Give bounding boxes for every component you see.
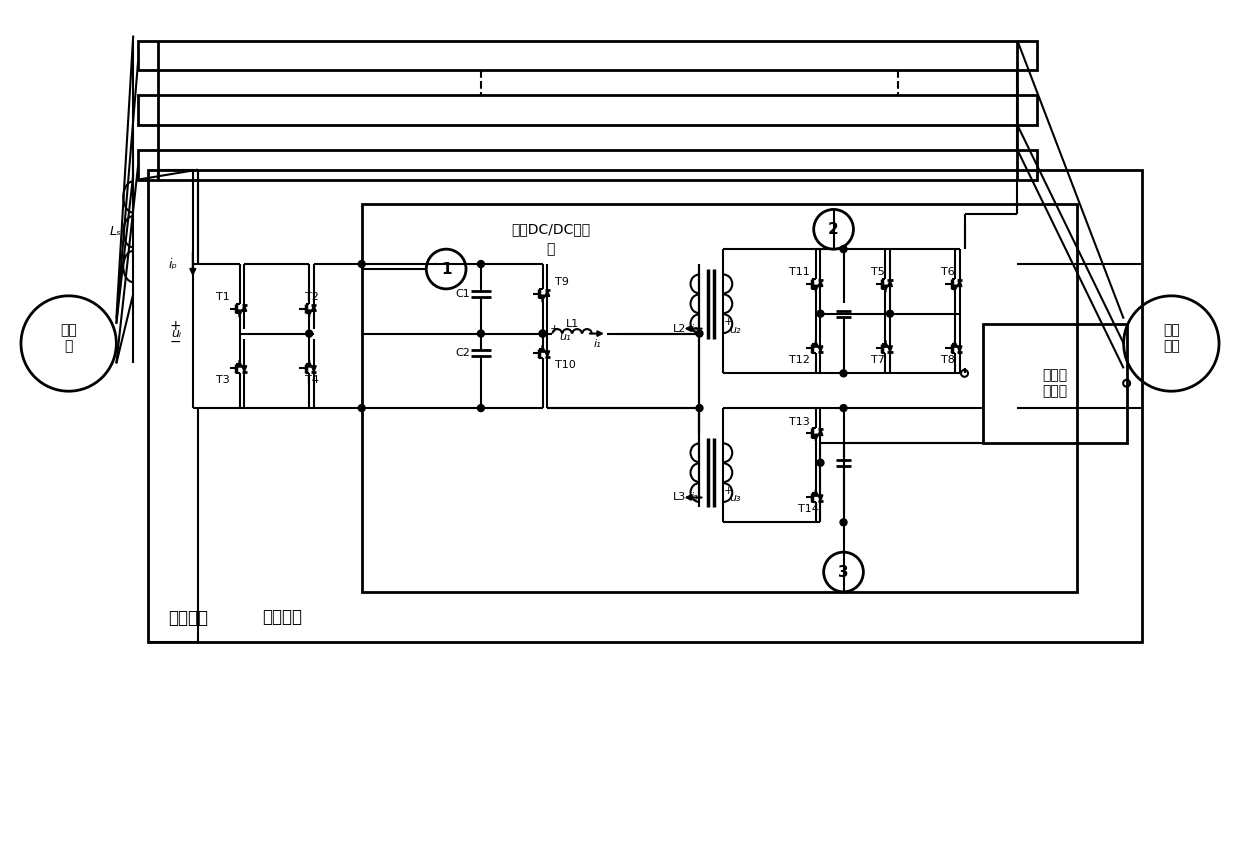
Text: C1: C1	[455, 289, 470, 299]
Text: 多端DC/DC变换: 多端DC/DC变换	[511, 223, 590, 236]
Text: Lₛ: Lₛ	[109, 225, 122, 239]
Text: T9: T9	[556, 277, 569, 287]
Bar	[982, 324, 1127, 443]
Text: u₂: u₂	[729, 325, 742, 335]
Circle shape	[887, 310, 894, 317]
Text: T3: T3	[216, 375, 229, 384]
Text: T1: T1	[216, 293, 229, 303]
Bar	[138, 150, 1037, 180]
Text: T13: T13	[789, 416, 810, 427]
Text: T10: T10	[556, 360, 575, 370]
Text: T12: T12	[789, 355, 810, 365]
Text: i₃: i₃	[691, 492, 698, 502]
Text: 单元模块: 单元模块	[167, 609, 208, 626]
Polygon shape	[957, 280, 962, 287]
Text: iₚ: iₚ	[169, 258, 177, 271]
Circle shape	[839, 405, 847, 411]
Circle shape	[539, 330, 546, 337]
Text: L3: L3	[673, 492, 686, 502]
Text: 器: 器	[547, 242, 554, 256]
Text: 发电
机: 发电 机	[61, 324, 77, 354]
Circle shape	[358, 405, 366, 411]
Polygon shape	[311, 305, 316, 311]
Bar	[362, 205, 1078, 592]
Circle shape	[817, 310, 823, 317]
Polygon shape	[311, 366, 316, 372]
Text: +: +	[551, 324, 559, 334]
Text: uᵢ: uᵢ	[171, 327, 181, 340]
Text: T2: T2	[305, 293, 319, 303]
Text: +: +	[170, 319, 181, 333]
Text: i₁: i₁	[593, 339, 600, 348]
Circle shape	[477, 405, 485, 411]
Text: i₂: i₂	[691, 324, 698, 334]
Text: T7: T7	[872, 355, 885, 365]
Circle shape	[839, 245, 847, 253]
Text: 推进
电机: 推进 电机	[1163, 324, 1179, 354]
Circle shape	[839, 518, 847, 526]
Circle shape	[817, 459, 823, 466]
Text: 单元模块: 单元模块	[262, 608, 303, 626]
Circle shape	[306, 330, 312, 337]
Bar	[148, 169, 1142, 642]
Circle shape	[477, 330, 485, 337]
Text: T8: T8	[941, 355, 955, 365]
Polygon shape	[544, 290, 549, 297]
Text: u₁: u₁	[559, 331, 570, 341]
Circle shape	[358, 260, 366, 267]
Polygon shape	[888, 280, 893, 287]
Text: L1: L1	[565, 319, 579, 329]
Text: T14: T14	[799, 504, 820, 514]
Polygon shape	[888, 346, 893, 352]
Circle shape	[839, 370, 847, 377]
Text: 1: 1	[441, 261, 451, 277]
Circle shape	[696, 330, 703, 337]
Polygon shape	[242, 366, 247, 372]
Text: 2: 2	[828, 222, 839, 237]
Text: 3: 3	[838, 565, 849, 579]
Polygon shape	[544, 351, 549, 357]
Text: +: +	[724, 317, 733, 326]
Bar	[138, 40, 1037, 70]
Text: C2: C2	[455, 348, 470, 358]
Circle shape	[539, 330, 546, 337]
Polygon shape	[957, 346, 962, 352]
Circle shape	[696, 405, 703, 411]
Text: L2: L2	[673, 324, 686, 334]
Polygon shape	[818, 429, 823, 436]
Text: u₃: u₃	[729, 493, 742, 503]
Polygon shape	[818, 346, 823, 352]
Text: T4: T4	[305, 375, 319, 384]
Text: T11: T11	[789, 267, 810, 277]
Text: 低压直
流电网: 低压直 流电网	[1042, 368, 1068, 399]
Polygon shape	[818, 495, 823, 502]
Polygon shape	[818, 280, 823, 287]
Text: +: +	[724, 486, 733, 496]
Text: T5: T5	[872, 267, 885, 277]
Circle shape	[477, 260, 485, 267]
Bar	[138, 95, 1037, 125]
Polygon shape	[242, 305, 247, 311]
Text: T6: T6	[941, 267, 955, 277]
Text: −: −	[170, 335, 181, 348]
